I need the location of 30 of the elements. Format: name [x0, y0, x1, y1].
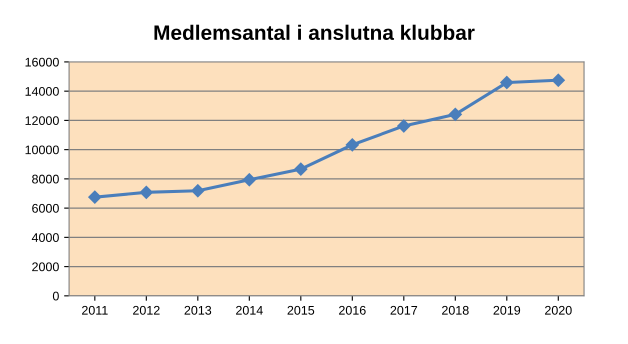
x-tick-label: 2011	[82, 306, 108, 315]
x-tick-label: 2019	[494, 306, 520, 315]
y-tick-label: 12000	[26, 116, 59, 126]
x-tick-label: 2013	[184, 306, 212, 315]
x-tick-label: 2012	[133, 306, 160, 315]
y-tick-label: 4000	[32, 233, 59, 242]
point	[500, 76, 514, 90]
point	[346, 138, 359, 152]
point	[191, 184, 204, 198]
x-tick-label: 2014	[236, 306, 263, 315]
y-tick-label: 14000	[26, 86, 59, 96]
point	[294, 162, 308, 176]
x-tick-label: 2015	[288, 306, 314, 315]
y-tick-label: 2000	[32, 262, 59, 272]
y-tick-label: 8000	[32, 174, 59, 184]
y-tick-label: 16000	[26, 58, 59, 67]
point	[552, 74, 565, 87]
point	[448, 108, 462, 121]
point	[242, 173, 256, 186]
point	[140, 186, 153, 199]
y-tick-label: 6000	[32, 204, 59, 213]
x-tick-label: 2018	[442, 306, 469, 315]
x-tick-label: 2020	[545, 306, 572, 315]
x-tick-label: 2017	[390, 306, 418, 315]
y-tick-label: 0	[52, 292, 59, 300]
x-tick-label: 2016	[339, 306, 366, 315]
y-tick-label: 10000	[26, 145, 59, 154]
chart-title: Medlemsantal i anslutna klubbar	[154, 24, 475, 40]
point	[397, 119, 410, 133]
point	[88, 190, 102, 204]
